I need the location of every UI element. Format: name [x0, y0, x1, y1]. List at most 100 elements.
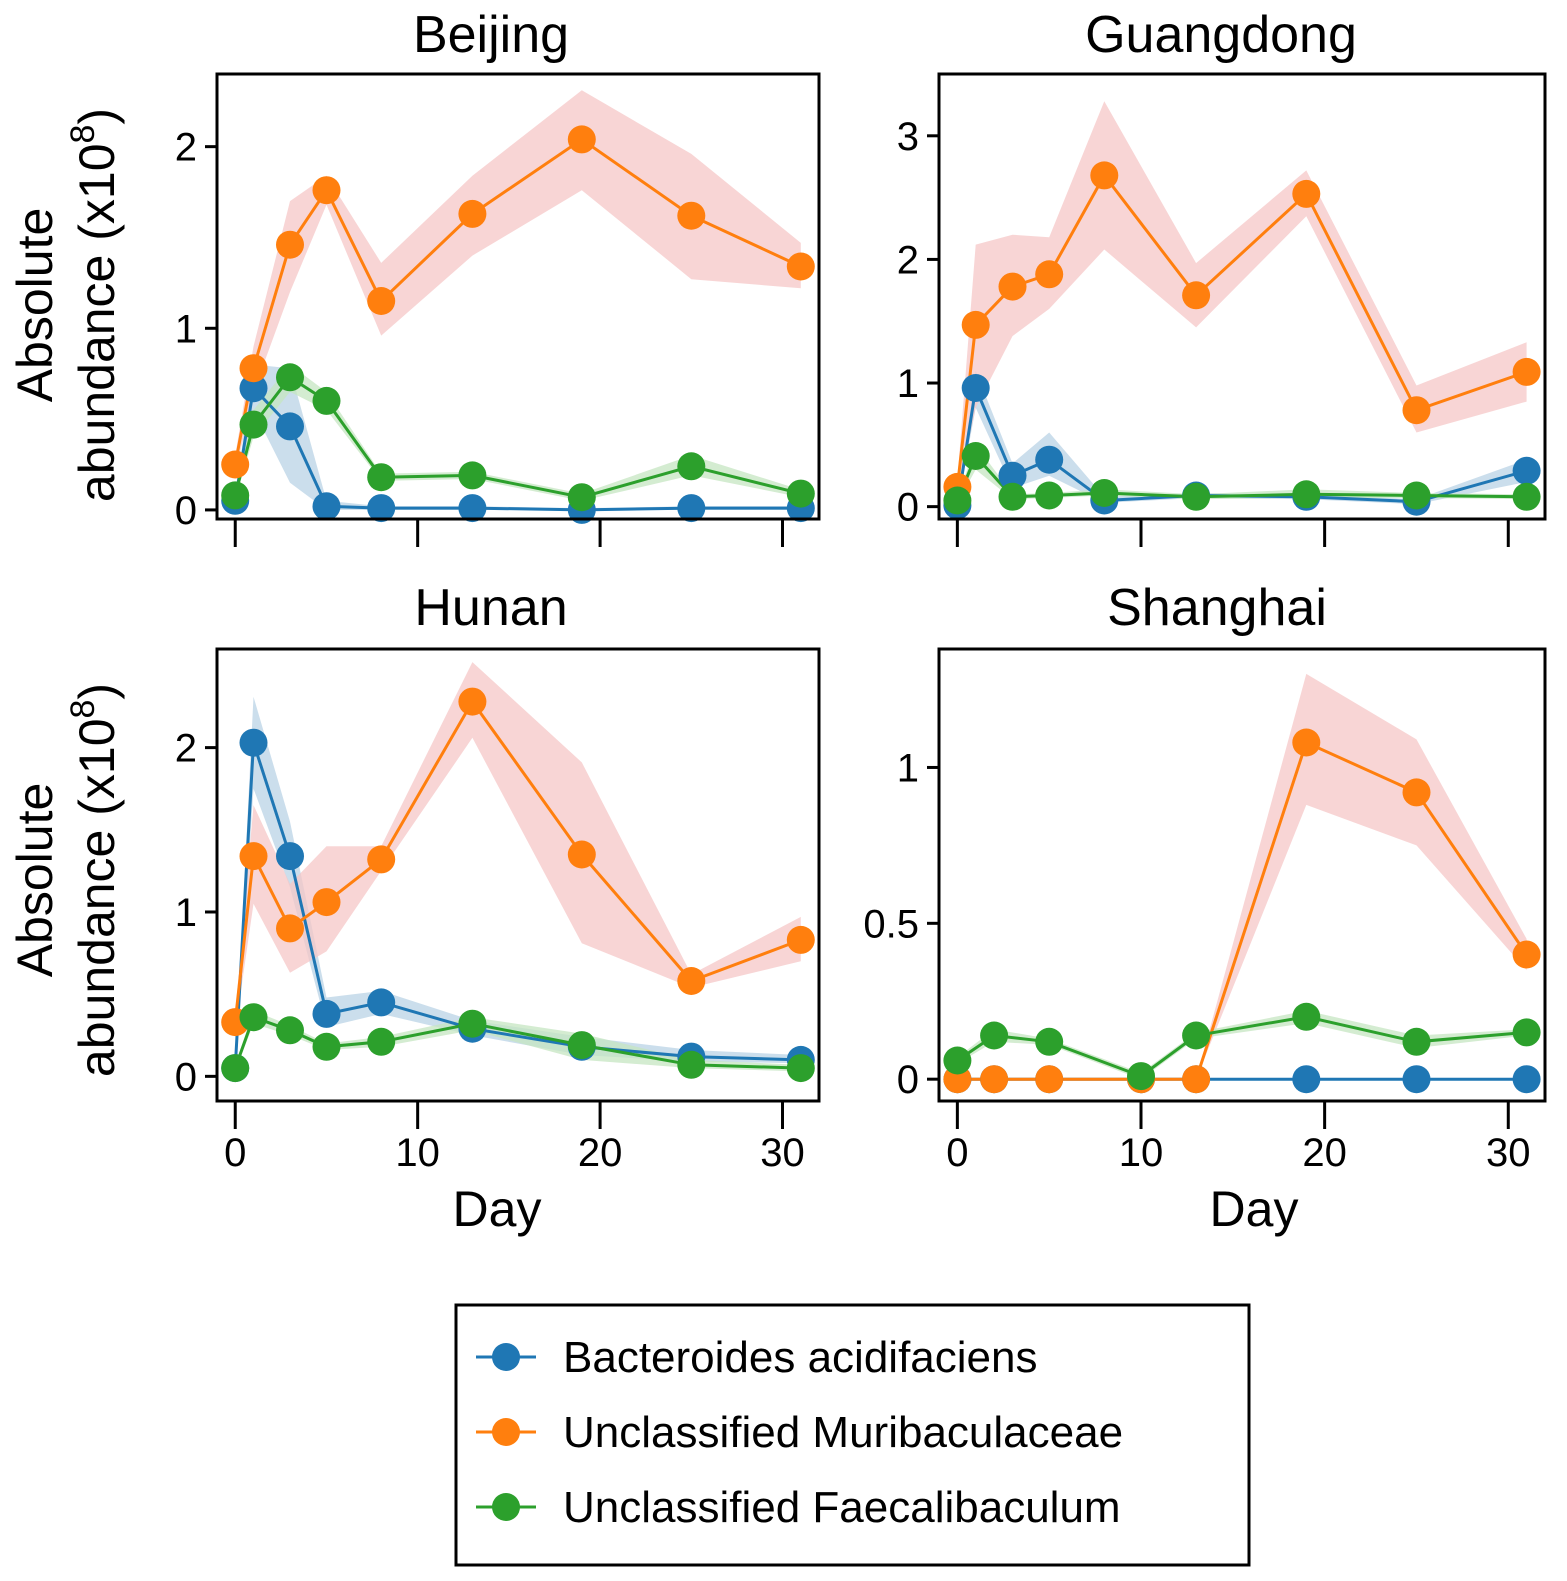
panel-title-shanghai: Shanghai — [1107, 579, 1327, 637]
data-point — [312, 386, 341, 415]
legend-label: Bacteroides acidifaciens — [563, 1333, 1037, 1382]
svg-text:abundance (x108): abundance (x108) — [64, 683, 125, 1077]
data-point — [961, 374, 990, 402]
y-label-line2-b: abundance (x10 — [69, 718, 125, 1077]
band-0 — [957, 370, 1527, 507]
data-point — [1292, 480, 1321, 509]
legend-label: Unclassified Muribaculaceae — [563, 1408, 1123, 1457]
band-1 — [235, 662, 801, 1031]
data-point — [1512, 940, 1541, 969]
plot-frame — [215, 72, 821, 521]
data-point — [980, 1021, 1009, 1050]
x-tick-label: 10 — [395, 1131, 440, 1175]
data-point — [312, 492, 341, 521]
data-point — [1512, 357, 1541, 386]
legend-marker — [492, 1493, 520, 1521]
data-point — [567, 125, 596, 154]
data-point — [458, 1009, 487, 1038]
data-point — [1035, 1065, 1064, 1094]
legend-label: Unclassified Faecalibaculum — [563, 1483, 1121, 1532]
data-point — [998, 272, 1027, 301]
data-point — [1035, 481, 1064, 510]
y-tick-label: 1 — [175, 891, 197, 935]
data-point — [312, 1032, 341, 1061]
y-label-exponent: 8 — [64, 125, 102, 144]
data-point — [1402, 1027, 1431, 1056]
data-point — [1512, 456, 1541, 485]
data-point — [239, 728, 268, 757]
data-point — [1402, 1065, 1431, 1094]
x-axis-label-shanghai: Day — [1210, 1181, 1299, 1237]
data-point — [786, 479, 815, 508]
y-axis-label-bottom-2: abundance (x108) — [64, 683, 125, 1077]
x-tick-label: 0 — [224, 1131, 246, 1175]
x-axis-label-hunan: Day — [453, 1181, 542, 1237]
plot-frame — [937, 72, 1547, 521]
data-point — [1402, 396, 1431, 425]
data-point — [677, 201, 706, 230]
data-point — [239, 842, 268, 871]
svg-text:abundance (x108): abundance (x108) — [64, 108, 125, 502]
data-point — [567, 483, 596, 512]
x-tick-label: 20 — [578, 1131, 623, 1175]
panel-beijing: Beijing 0 1 2 — [175, 6, 821, 547]
panel-title-hunan: Hunan — [414, 579, 567, 637]
data-point — [367, 988, 396, 1017]
y-label-line1: Absolute — [7, 208, 63, 403]
data-point — [677, 1050, 706, 1079]
data-point — [221, 450, 250, 479]
y-label-close: ) — [69, 108, 125, 125]
y-tick-label: 0 — [175, 489, 197, 533]
y-tick-label: 0 — [897, 1058, 919, 1102]
y-tick-label: 1 — [897, 362, 919, 406]
y-tick-label: 2 — [175, 126, 197, 170]
y-tick-label: 1 — [897, 746, 919, 790]
y-label-line1-b: Absolute — [7, 783, 63, 978]
data-point — [239, 410, 268, 439]
data-point — [1182, 1065, 1211, 1094]
plot-area-guangdong: 0 1 2 3 — [897, 72, 1547, 547]
y-label-close-b: ) — [69, 683, 125, 700]
data-point — [1292, 1002, 1321, 1031]
data-point — [1090, 161, 1119, 190]
data-point — [1035, 445, 1064, 474]
legend-entries: Bacteroides acidifaciens Unclassified Mur… — [476, 1333, 1123, 1532]
x-tick-label: 30 — [760, 1131, 805, 1175]
data-point — [1512, 482, 1541, 511]
data-point — [239, 354, 268, 383]
data-point — [1402, 778, 1431, 807]
data-point — [677, 967, 706, 995]
data-point — [1512, 1018, 1541, 1047]
data-point — [1292, 179, 1321, 208]
band-2 — [235, 1010, 801, 1072]
data-point — [367, 494, 396, 523]
data-point — [221, 481, 250, 510]
data-point — [1292, 728, 1321, 757]
data-point — [1090, 479, 1119, 507]
panel-title-guangdong: Guangdong — [1085, 6, 1357, 64]
plot-frame — [937, 647, 1547, 1103]
data-point — [961, 442, 990, 470]
data-point — [998, 482, 1027, 511]
data-point — [1182, 1021, 1211, 1050]
y-axis-label-bottom: Absolute — [7, 783, 63, 978]
legend-frame — [454, 1303, 1251, 1567]
data-point — [943, 1046, 972, 1075]
data-point — [1182, 281, 1211, 310]
y-tick-label: 2 — [897, 238, 919, 282]
data-point — [786, 252, 815, 281]
band-1 — [957, 101, 1527, 495]
band-1 — [235, 90, 801, 474]
legend-marker — [492, 1418, 520, 1446]
panel-shanghai: Shanghai 00.510 10 20 30 Day — [863, 579, 1547, 1237]
legend-marker — [492, 1343, 520, 1371]
data-point — [1402, 481, 1431, 510]
y-axis-label-top-2: abundance (x108) — [64, 108, 125, 502]
data-point — [980, 1065, 1009, 1094]
y-tick-label: 0 — [897, 486, 919, 530]
panel-title-beijing: Beijing — [413, 6, 569, 64]
data-point — [1035, 1027, 1064, 1056]
x-tick-label: 0 — [946, 1131, 968, 1175]
data-point — [367, 463, 396, 492]
data-point — [276, 363, 304, 392]
